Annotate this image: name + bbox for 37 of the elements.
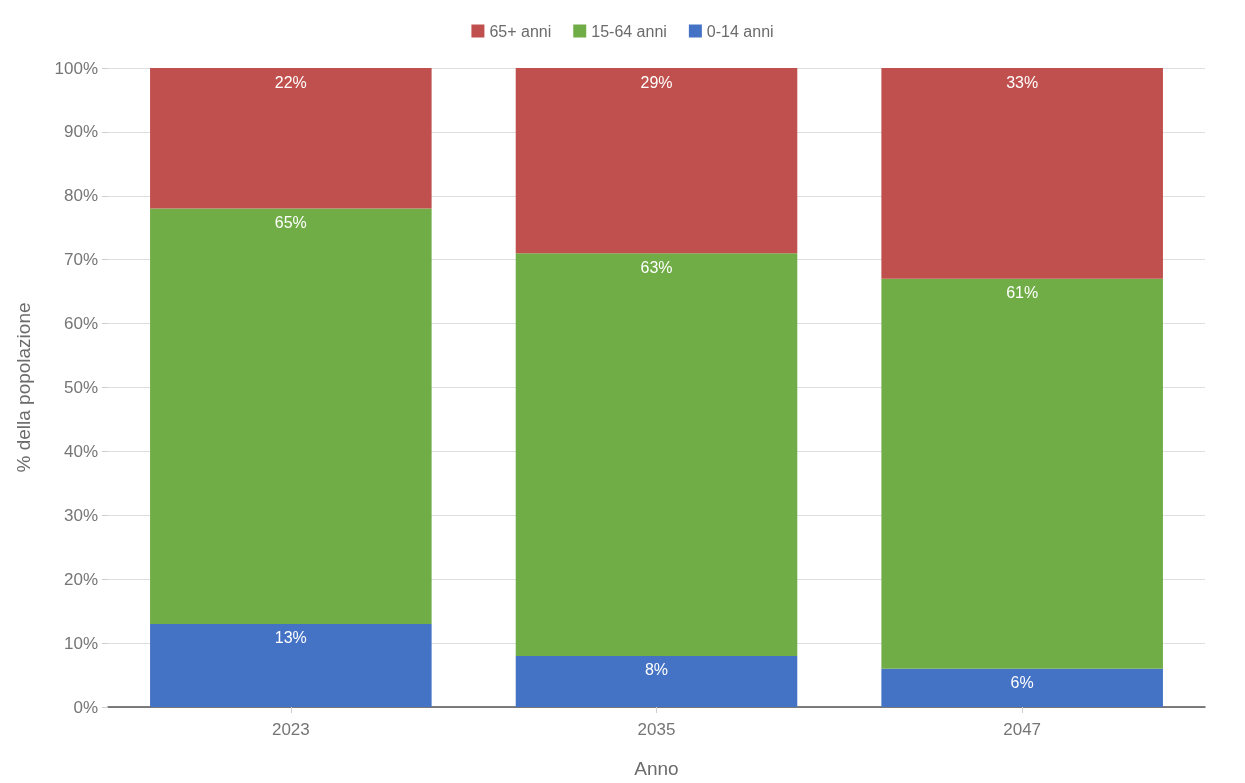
y-tick-label: 50%: [63, 378, 98, 397]
bar: [881, 68, 1163, 279]
x-axis-title: Anno: [634, 758, 679, 779]
data-label: 13%: [274, 629, 307, 647]
bar: [515, 655, 798, 707]
bar: [515, 68, 798, 254]
y-tick-label: 10%: [63, 633, 98, 653]
data-label: 29%: [640, 73, 673, 91]
legend-label: 15-64 anni: [591, 22, 667, 40]
data-label: 65%: [274, 214, 307, 232]
x-tick-label: 2023: [271, 720, 310, 739]
y-tick-label: 20%: [63, 569, 98, 589]
bar: [150, 208, 432, 624]
data-label: 22%: [274, 73, 307, 91]
y-axis-title: % della popolazione: [13, 302, 34, 473]
legend-label: 65+ anni: [489, 22, 552, 40]
y-tick-label: 0%: [73, 697, 98, 717]
y-tick-label: 30%: [63, 505, 98, 525]
x-tick-label: 2047: [1003, 720, 1042, 739]
bar: [881, 668, 1163, 707]
bar: [150, 68, 432, 209]
legend-label: 0-14 anni: [706, 22, 774, 40]
y-tick-label: 70%: [63, 250, 98, 270]
bar: [515, 253, 798, 656]
data-label: 6%: [1010, 674, 1034, 692]
y-tick-label: 40%: [63, 441, 98, 461]
bar: [881, 278, 1163, 669]
y-tick-label: 60%: [63, 314, 98, 334]
data-label: 8%: [644, 661, 669, 679]
data-label: 33%: [1006, 73, 1039, 91]
x-tick-label: 2035: [637, 720, 676, 739]
data-label: 63%: [640, 258, 673, 276]
data-label: 61%: [1006, 284, 1039, 302]
y-tick-label: 90%: [63, 122, 98, 142]
y-tick-label: 80%: [63, 186, 98, 206]
bar: [150, 623, 432, 707]
y-tick-label: 100%: [54, 58, 98, 78]
